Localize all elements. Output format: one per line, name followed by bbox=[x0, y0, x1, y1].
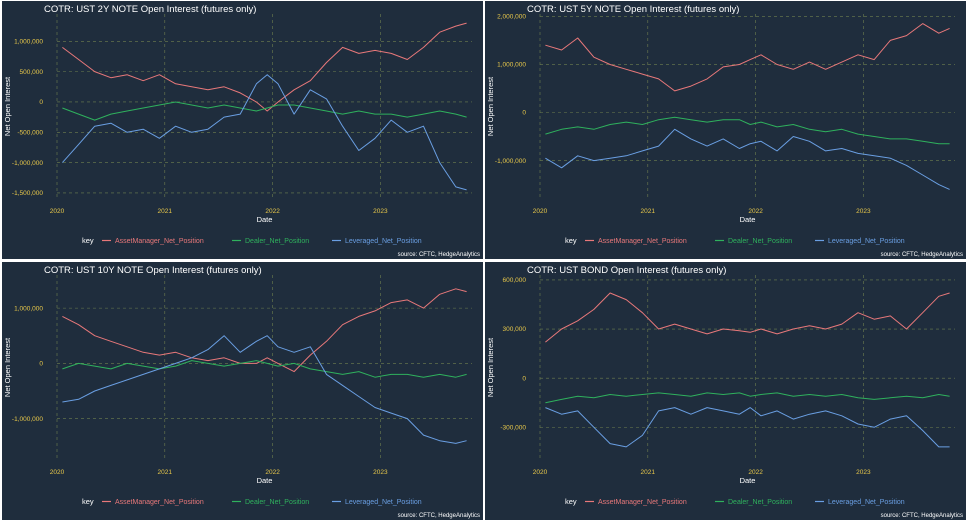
x-tick-label: 2020 bbox=[533, 208, 548, 215]
x-axis-title: Date bbox=[257, 476, 273, 485]
series-line-assetmanager-net-position bbox=[62, 288, 467, 373]
series-line-assetmanager-net-position bbox=[545, 23, 950, 92]
y-axis-title: Net Open Interest bbox=[486, 337, 495, 397]
x-tick-label: 2021 bbox=[158, 208, 173, 215]
series-line-leveraged-net-position bbox=[62, 74, 467, 191]
grid bbox=[539, 275, 955, 460]
y-tick-label: -300,000 bbox=[500, 424, 526, 431]
x-axis-title: Date bbox=[257, 215, 273, 224]
x-tick-label: 2021 bbox=[641, 469, 656, 476]
legend: key AssetManager_Net_Position Dealer_Net_P… bbox=[565, 236, 905, 245]
legend-title: key bbox=[565, 497, 577, 506]
series-line-leveraged-net-position bbox=[545, 407, 950, 448]
y-axis-title: Net Open Interest bbox=[486, 76, 495, 136]
x-axis-title: Date bbox=[740, 215, 756, 224]
y-tick-label: 2,000,000 bbox=[497, 14, 526, 21]
chart-svg: COTR: UST 5Y NOTE Open Interest (futures… bbox=[486, 4, 963, 258]
y-tick-label: -500,000 bbox=[17, 129, 43, 136]
series-line-dealer-net-position bbox=[62, 101, 467, 121]
chart-title: COTR: UST 5Y NOTE Open Interest (futures… bbox=[527, 4, 739, 15]
y-tick-label: 0 bbox=[39, 99, 43, 106]
legend-label: Leveraged_Net_Position bbox=[345, 499, 422, 506]
y-tick-label: 0 bbox=[522, 375, 526, 382]
x-tick-label: 2022 bbox=[748, 208, 763, 215]
chart-svg: COTR: UST 10Y NOTE Open Interest (future… bbox=[3, 265, 480, 519]
legend-title: key bbox=[82, 236, 94, 245]
y-tick-label: 1,000,000 bbox=[14, 38, 43, 45]
chart-svg: COTR: UST 2Y NOTE Open Interest (futures… bbox=[3, 4, 480, 258]
series-line-dealer-net-position bbox=[62, 360, 467, 378]
x-axis-title: Date bbox=[740, 476, 756, 485]
chart-title: COTR: UST 10Y NOTE Open Interest (future… bbox=[44, 265, 262, 276]
source-caption: source: CFTC, HedgeAnalytics bbox=[881, 513, 963, 519]
x-tick-label: 2023 bbox=[856, 208, 871, 215]
legend-label: Dealer_Net_Position bbox=[245, 499, 309, 506]
legend: key AssetManager_Net_Position Dealer_Net_P… bbox=[82, 236, 422, 245]
legend-label: Dealer_Net_Position bbox=[245, 238, 309, 245]
y-axis-title: Net Open Interest bbox=[3, 76, 12, 136]
legend-label: Leveraged_Net_Position bbox=[828, 499, 905, 506]
legend-title: key bbox=[565, 236, 577, 245]
series-line-dealer-net-position bbox=[545, 116, 950, 145]
y-tick-label: 0 bbox=[39, 361, 43, 368]
source-caption: source: CFTC, HedgeAnalytics bbox=[398, 252, 480, 258]
legend-label: AssetManager_Net_Position bbox=[598, 238, 687, 245]
source-caption: source: CFTC, HedgeAnalytics bbox=[881, 252, 963, 258]
y-tick-label: -1,000,000 bbox=[495, 158, 526, 165]
series-line-assetmanager-net-position bbox=[545, 292, 950, 343]
y-tick-label: -1,500,000 bbox=[12, 190, 43, 197]
y-tick-label: 600,000 bbox=[503, 277, 527, 284]
y-tick-label: 500,000 bbox=[20, 69, 44, 76]
chart-panel-bond: COTR: UST BOND Open Interest (futures on… bbox=[485, 262, 966, 520]
series-line-assetmanager-net-position bbox=[62, 22, 467, 112]
x-tick-label: 2023 bbox=[373, 469, 388, 476]
grid bbox=[56, 14, 472, 199]
chart-title: COTR: UST BOND Open Interest (futures on… bbox=[527, 265, 726, 276]
chart-svg: COTR: UST BOND Open Interest (futures on… bbox=[486, 265, 963, 519]
legend-label: AssetManager_Net_Position bbox=[598, 499, 687, 506]
x-tick-label: 2020 bbox=[533, 469, 548, 476]
legend-label: Dealer_Net_Position bbox=[728, 238, 792, 245]
series-line-dealer-net-position bbox=[545, 392, 950, 404]
x-tick-label: 2021 bbox=[641, 208, 656, 215]
grid bbox=[539, 14, 955, 199]
legend-label: Dealer_Net_Position bbox=[728, 499, 792, 506]
x-tick-label: 2022 bbox=[748, 469, 763, 476]
x-tick-label: 2023 bbox=[373, 208, 388, 215]
y-tick-label: -1,000,000 bbox=[12, 416, 43, 423]
chart-panel-2y-note: COTR: UST 2Y NOTE Open Interest (futures… bbox=[2, 1, 483, 259]
x-tick-label: 2020 bbox=[50, 469, 65, 476]
legend-label: AssetManager_Net_Position bbox=[115, 238, 204, 245]
y-axis-title: Net Open Interest bbox=[3, 337, 12, 397]
chart-panel-10y-note: COTR: UST 10Y NOTE Open Interest (future… bbox=[2, 262, 483, 520]
y-tick-label: 0 bbox=[522, 110, 526, 117]
x-tick-label: 2022 bbox=[265, 469, 280, 476]
legend-label: Leveraged_Net_Position bbox=[828, 238, 905, 245]
y-tick-label: 1,000,000 bbox=[14, 305, 43, 312]
legend-label: AssetManager_Net_Position bbox=[115, 499, 204, 506]
x-tick-label: 2021 bbox=[158, 469, 173, 476]
source-caption: source: CFTC, HedgeAnalytics bbox=[398, 513, 480, 519]
legend-title: key bbox=[82, 497, 94, 506]
series-line-leveraged-net-position bbox=[62, 335, 467, 444]
chart-title: COTR: UST 2Y NOTE Open Interest (futures… bbox=[44, 4, 256, 15]
y-tick-label: 300,000 bbox=[503, 326, 527, 333]
x-tick-label: 2023 bbox=[856, 469, 871, 476]
grid bbox=[56, 275, 472, 460]
series-line-leveraged-net-position bbox=[545, 128, 950, 190]
y-tick-label: -1,000,000 bbox=[12, 160, 43, 167]
chart-panel-5y-note: COTR: UST 5Y NOTE Open Interest (futures… bbox=[485, 1, 966, 259]
x-tick-label: 2020 bbox=[50, 208, 65, 215]
x-tick-label: 2022 bbox=[265, 208, 280, 215]
legend: key AssetManager_Net_Position Dealer_Net_P… bbox=[565, 497, 905, 506]
y-tick-label: 1,000,000 bbox=[497, 62, 526, 69]
legend-label: Leveraged_Net_Position bbox=[345, 238, 422, 245]
legend: key AssetManager_Net_Position Dealer_Net_P… bbox=[82, 497, 422, 506]
